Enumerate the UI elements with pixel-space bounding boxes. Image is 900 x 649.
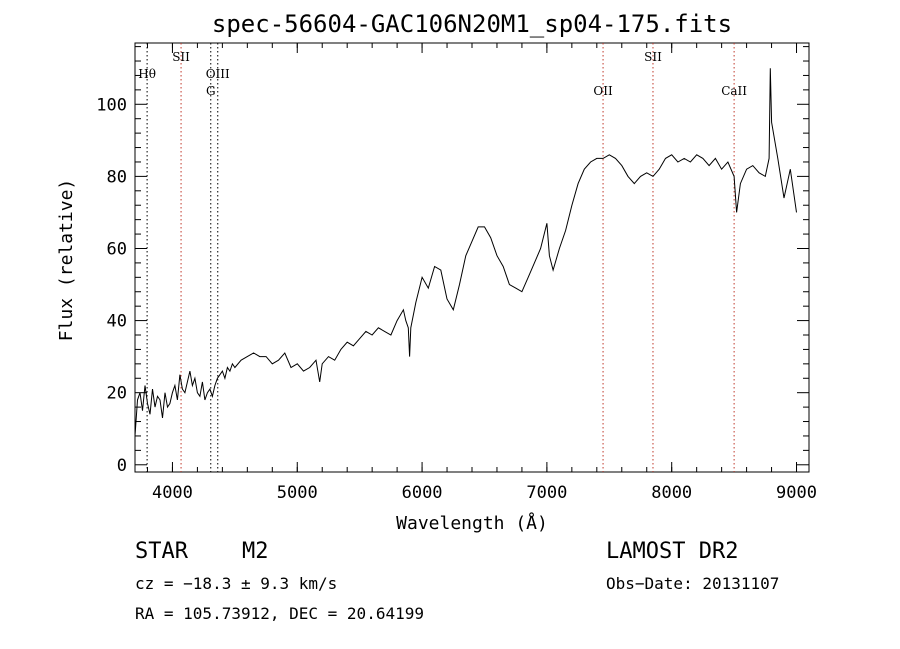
x-tick-label: 7000 [526, 483, 567, 503]
x-axis-ticks: 4000 5000 6000 7000 8000 9000 [152, 43, 817, 503]
y-axis-ticks: 0 20 40 60 80 100 [96, 95, 809, 476]
y-axis-label: Flux (relative) [56, 179, 77, 342]
y-tick-label: 80 [107, 167, 127, 187]
obsdate-text: Obs−Date: 20131107 [606, 574, 779, 593]
object-class: STAR [135, 539, 189, 564]
spectral-line-label: OIII [206, 67, 230, 81]
redshift-text: cz = −18.3 ± 9.3 km/s [135, 574, 337, 593]
spectral-line-label: Hθ [138, 67, 156, 81]
y-tick-label: 60 [107, 239, 127, 259]
plot-frame [134, 42, 810, 473]
spectral-line-label: SII [644, 50, 662, 64]
spectral-line-label: G [206, 84, 216, 98]
survey-label: LAMOST DR2 [606, 539, 738, 564]
x-tick-label: 9000 [776, 483, 817, 503]
spectral-line-label: CaII [721, 84, 747, 98]
x-tick-label: 5000 [277, 483, 318, 503]
x-tick-label: 6000 [402, 483, 443, 503]
x-tick-label: 4000 [152, 483, 193, 503]
y-tick-label: 40 [107, 312, 127, 332]
coordinates-text: RA = 105.73912, DEC = 20.64199 [135, 604, 424, 623]
object-subclass: M2 [242, 539, 269, 564]
chart-title: spec-56604-GAC106N20M1_sp04-175.fits [212, 10, 732, 38]
spectral-line-label: OII [593, 84, 613, 98]
minor-ticks [135, 43, 809, 472]
x-tick-label: 8000 [651, 483, 692, 503]
spectral-line-label: SII [172, 50, 190, 64]
spectral-line-markers: Hθ SII OIII G OII SII CaII [138, 43, 747, 472]
y-tick-label: 100 [96, 95, 127, 115]
x-axis-label: Wavelength (Å) [396, 512, 548, 534]
y-tick-label: 20 [107, 384, 127, 404]
y-tick-label: 0 [117, 456, 127, 476]
spectrum-line [134, 68, 797, 436]
